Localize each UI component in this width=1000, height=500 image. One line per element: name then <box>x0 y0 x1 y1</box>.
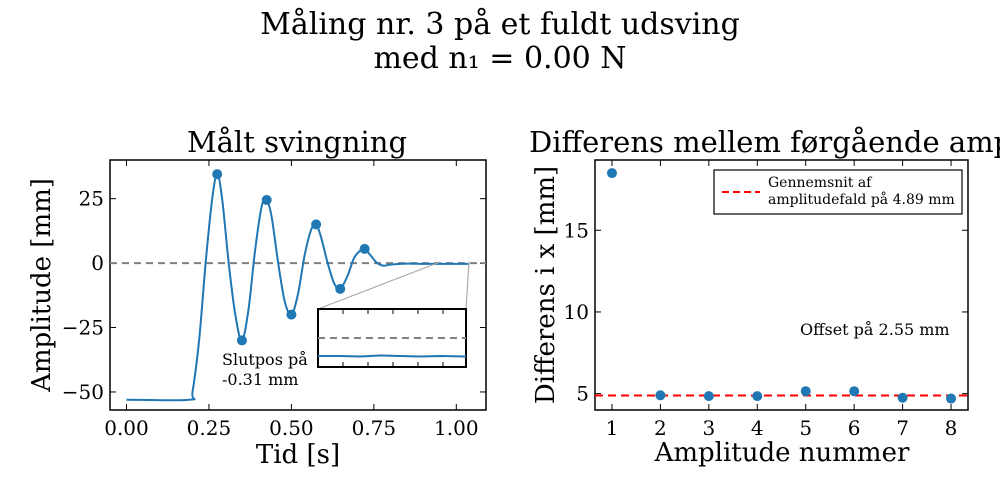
left-plot-area <box>109 159 487 411</box>
scatter-point <box>752 391 763 402</box>
left-xlabel: Tid [s] <box>256 440 340 470</box>
peak-marker <box>286 309 297 320</box>
peak-marker <box>335 283 346 294</box>
left-ytick-label: −25 <box>62 316 104 340</box>
slutpos-annotation-line: Slutpos på <box>222 350 308 369</box>
right-plot-area <box>594 159 969 411</box>
right-xtick-label: 2 <box>654 416 667 440</box>
right-xtick-label: 5 <box>799 416 812 440</box>
right-xtick-label: 4 <box>751 416 764 440</box>
right-xtick-label: 7 <box>896 416 909 440</box>
left-xtick-label: 0.00 <box>104 416 149 440</box>
peak-marker <box>261 194 272 205</box>
right-xtick-label: 8 <box>945 416 958 440</box>
figure-title-line1: Måling nr. 3 på et fuldt udsving <box>260 7 740 42</box>
right-xtick-label: 1 <box>606 416 619 440</box>
inset-ticks <box>342 309 444 367</box>
left-xtick-label: 0.50 <box>269 416 314 440</box>
offset-annotation: Offset på 2.55 mm <box>800 320 950 339</box>
left-peak-markers <box>212 169 370 346</box>
scatter-point <box>897 392 908 403</box>
figure-title-line2: med n₁ = 0.00 N <box>373 41 626 76</box>
right-scatter-points <box>606 168 957 404</box>
left-ylabel: Amplitude [mm] <box>27 178 57 393</box>
slutpos-annotation: Slutpos på -0.31 mm <box>222 350 308 389</box>
left-xtick-label: 0.25 <box>187 416 232 440</box>
peak-marker <box>311 219 322 230</box>
peak-marker <box>212 169 223 180</box>
right-xlabel: Amplitude nummer <box>654 438 910 468</box>
left-chart-title: Målt svingning <box>187 125 407 159</box>
right-chart-title: Differens mellem førgående amplitude <box>529 125 1000 159</box>
left-ytick-label: 25 <box>79 187 104 211</box>
left-xtick-label: 1.00 <box>434 416 479 440</box>
left-axis-ticks: 0.00 0.25 0.50 0.75 1.00 25 0 −25 −50 <box>62 160 486 440</box>
inset-connector-upper <box>317 261 441 310</box>
left-ytick-label: −50 <box>62 380 104 404</box>
inset-series-line <box>318 354 467 358</box>
right-chart: Differens mellem førgående amplitude 1 2 3… <box>529 125 1000 468</box>
left-chart: Målt svingning 0.00 0.25 0.50 0.75 1.00 25 0 −2… <box>27 125 487 470</box>
right-ytick-label: 15 <box>564 218 589 242</box>
scatter-point <box>849 386 860 397</box>
inset-connector-right <box>465 261 470 310</box>
right-axis-ticks: 1 2 3 4 5 6 7 8 5 10 15 <box>564 160 968 440</box>
right-xtick-label: 3 <box>702 416 715 440</box>
left-ytick-label: 0 <box>91 251 104 275</box>
slutpos-annotation-line: -0.31 mm <box>222 370 298 389</box>
right-ylabel: Differens i x [mm] <box>531 166 561 404</box>
right-ytick-label: 10 <box>564 300 589 324</box>
legend-label-line1: Gennemsnit af <box>768 175 873 191</box>
right-xtick-label: 6 <box>848 416 861 440</box>
right-ytick-label: 5 <box>576 382 589 406</box>
scatter-point <box>946 393 957 404</box>
scatter-point <box>606 168 617 179</box>
legend: Gennemsnit af amplitudefald på 4.89 mm <box>713 169 963 215</box>
left-xtick-label: 0.75 <box>352 416 397 440</box>
scatter-point <box>800 386 811 397</box>
scatter-point <box>703 391 714 402</box>
peak-marker <box>359 243 370 254</box>
peak-marker <box>236 335 247 346</box>
scatter-point <box>655 390 666 401</box>
legend-label-line2: amplitudefald på 4.89 mm <box>768 191 955 208</box>
